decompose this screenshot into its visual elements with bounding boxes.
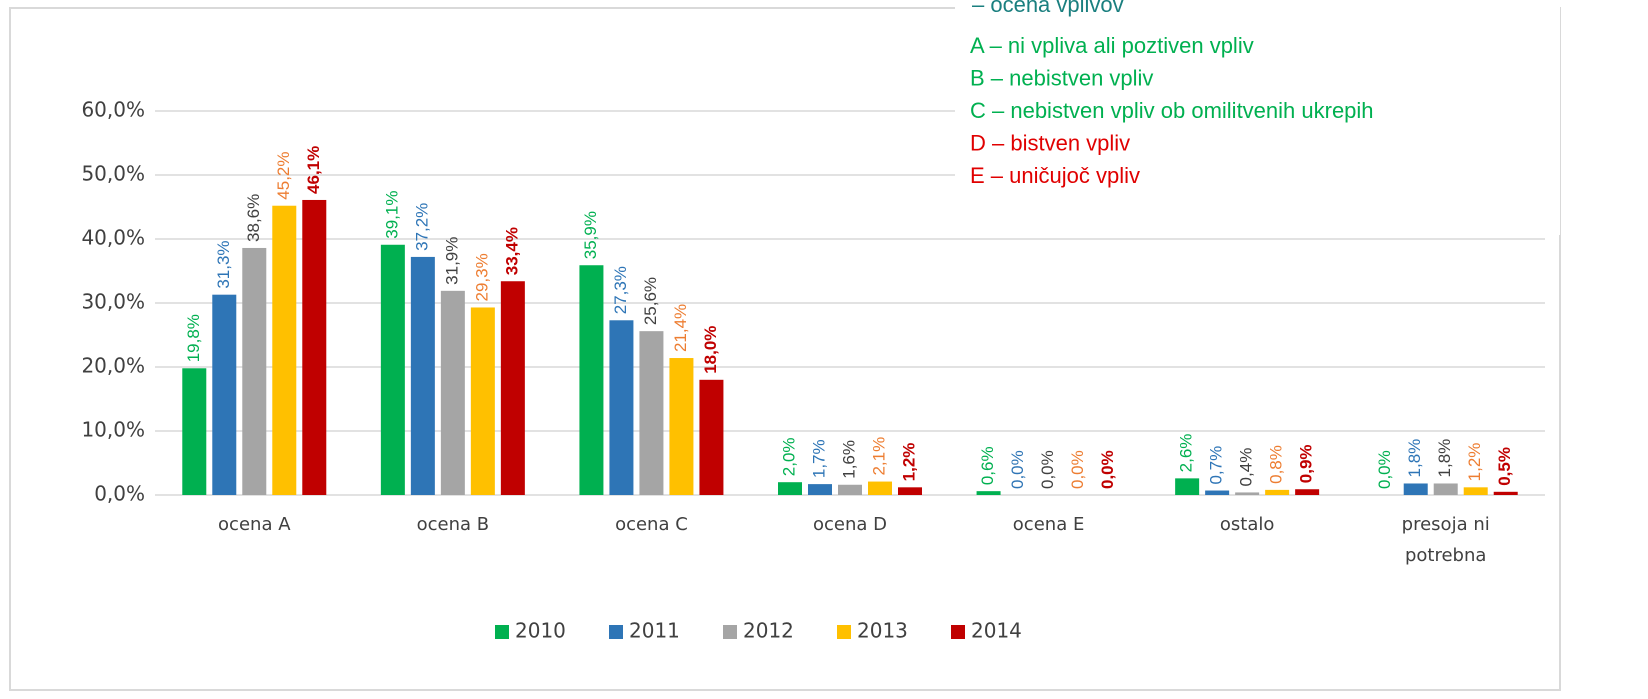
data-label: 25,6%	[641, 277, 660, 325]
bar	[868, 481, 892, 495]
data-label: 2,6%	[1177, 434, 1196, 473]
bar	[778, 482, 802, 495]
y-tick-label: 50,0%	[81, 162, 145, 186]
data-label: 46,1%	[304, 146, 323, 194]
data-label: 18,0%	[701, 326, 720, 374]
bar	[1205, 490, 1230, 495]
legend-swatch	[495, 625, 509, 639]
bar	[1493, 491, 1518, 495]
annotation: B – nebistven vpliv	[970, 65, 1153, 90]
bar	[1265, 489, 1290, 495]
data-label: 1,2%	[899, 443, 918, 482]
bar	[380, 244, 405, 495]
data-label: 0,0%	[1375, 450, 1394, 489]
data-label: 1,8%	[1435, 439, 1454, 478]
y-tick-label: 10,0%	[81, 418, 145, 442]
data-label: 2,0%	[779, 437, 798, 476]
data-label: 21,4%	[671, 304, 690, 352]
bar	[302, 199, 327, 495]
y-tick-label: 60,0%	[81, 98, 145, 122]
bar	[470, 307, 495, 495]
data-label: 1,2%	[1465, 443, 1484, 482]
x-tick-label: ocena A	[218, 514, 291, 535]
data-label: 1,7%	[809, 439, 828, 478]
annotation: – ocena vplivov	[972, 0, 1124, 17]
bar	[1295, 489, 1320, 495]
bar	[500, 281, 525, 495]
legend-label: 2014	[971, 619, 1022, 643]
data-label: 0,0%	[1098, 450, 1117, 489]
bar	[976, 491, 1001, 495]
data-label: 0,9%	[1297, 444, 1316, 483]
data-label: 1,8%	[1405, 439, 1424, 478]
data-label: 31,9%	[442, 237, 461, 285]
data-label: 31,3%	[214, 240, 233, 288]
data-label: 19,8%	[184, 314, 203, 362]
data-label: 39,1%	[382, 191, 401, 239]
data-label: 0,4%	[1237, 448, 1256, 487]
bar	[242, 247, 267, 495]
data-label: 0,0%	[1038, 450, 1057, 489]
annotation-box	[955, 0, 1560, 235]
bar	[898, 487, 922, 495]
x-tick-label: presoja ni potrebna	[1402, 514, 1490, 566]
legend-label: 2011	[629, 619, 680, 643]
data-label: 0,5%	[1495, 447, 1514, 486]
annotation: E – uničujoč vpliv	[970, 163, 1140, 188]
bar	[440, 290, 465, 495]
bar	[808, 484, 832, 495]
annotation: A – ni vpliva ali poztiven vpliv	[970, 33, 1254, 58]
annotation: C – nebistven vpliv ob omilitvenih ukrep…	[970, 98, 1374, 123]
data-label: 35,9%	[581, 211, 600, 259]
data-label: 0,7%	[1207, 446, 1226, 485]
bar	[1235, 492, 1260, 495]
bar	[1175, 478, 1200, 495]
data-label: 38,6%	[244, 194, 263, 242]
x-tick-label: ostalo	[1220, 514, 1275, 535]
bar	[669, 358, 694, 495]
data-label: 45,2%	[274, 152, 293, 200]
bar	[699, 379, 724, 495]
bar	[1403, 483, 1428, 495]
bar	[1433, 483, 1458, 495]
x-tick-label: ocena E	[1013, 514, 1085, 535]
legend-label: 2013	[857, 619, 908, 643]
bar	[1463, 487, 1488, 495]
data-label: 2,1%	[869, 437, 888, 476]
x-tick-label: ocena B	[417, 514, 490, 535]
y-tick-label: 40,0%	[81, 226, 145, 250]
bar	[838, 484, 862, 495]
bar	[639, 331, 664, 495]
legend-swatch	[609, 625, 623, 639]
x-tick-label: ocena D	[813, 514, 887, 535]
data-label: 0,0%	[1008, 450, 1027, 489]
bar	[579, 265, 604, 495]
data-label: 0,6%	[978, 446, 997, 485]
legend-swatch	[723, 625, 737, 639]
data-label: 0,0%	[1068, 450, 1087, 489]
y-tick-label: 0,0%	[94, 482, 145, 506]
data-label: 29,3%	[472, 253, 491, 301]
y-tick-label: 20,0%	[81, 354, 145, 378]
x-tick-label: ocena C	[615, 514, 688, 535]
data-label: 33,4%	[502, 227, 521, 275]
y-tick-label: 30,0%	[81, 290, 145, 314]
data-label: 1,6%	[839, 440, 858, 479]
annotation: D – bistven vpliv	[970, 130, 1130, 155]
legend-swatch	[837, 625, 851, 639]
data-label: 27,3%	[611, 266, 630, 314]
legend-label: 2012	[743, 619, 794, 643]
bar	[609, 320, 634, 495]
legend-label: 2010	[515, 619, 566, 643]
bar	[410, 256, 435, 495]
legend-swatch	[951, 625, 965, 639]
data-label: 0,8%	[1267, 445, 1286, 484]
bar	[212, 294, 237, 495]
bar	[182, 368, 207, 495]
bar	[272, 205, 297, 495]
data-label: 37,2%	[412, 203, 431, 251]
